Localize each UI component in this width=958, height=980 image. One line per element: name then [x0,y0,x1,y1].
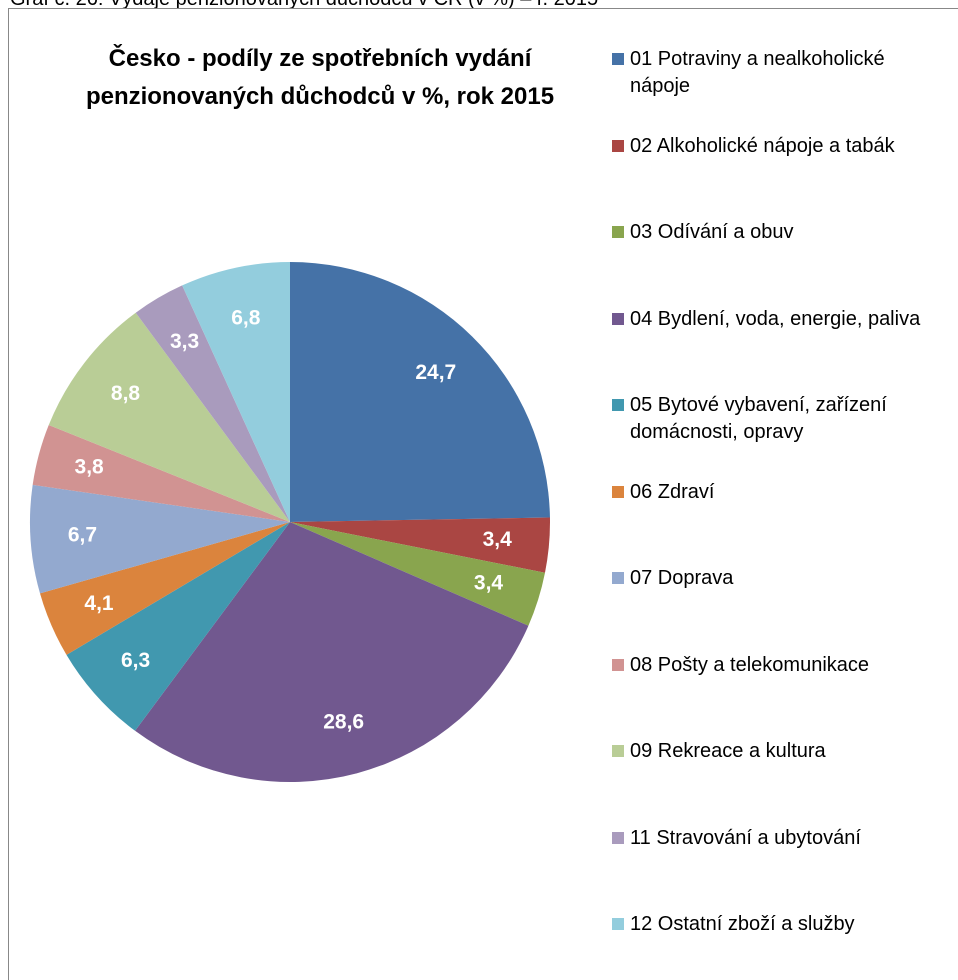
legend-label: 02 Alkoholické nápoje a tabák [630,134,895,157]
value-label: 3,3 [170,330,199,353]
value-label: 8,8 [111,382,141,405]
pie-slice [290,262,550,522]
legend-label: 08 Pošty a telekomunikace [630,653,870,676]
value-label: 3,4 [474,572,504,595]
pie-slice [182,262,290,522]
legend-entry: 09 Rekreace a kultura [612,738,947,765]
legend-swatch [612,53,624,65]
legend-entry: 04 Bydlení, voda, energie, paliva [612,306,947,333]
legend-swatch [612,658,624,671]
legend-swatch [612,485,624,498]
pie-slice [48,312,290,522]
value-label: 3,8 [75,456,105,479]
legend-entry: 07 Doprava [612,565,947,592]
legend-label: 05 Bytové vybavení, zařízení domácnosti,… [630,394,887,443]
legend-entry: 01 Potraviny a nealkoholické nápoje [612,46,947,100]
legend-label: 12 Ostatní zboží a služby [630,913,855,935]
pie-slice [29,484,290,594]
legend-entry: 12 Ostatní zboží a služby [612,911,947,938]
pie-slice [32,425,290,522]
value-label: 4,1 [84,592,114,615]
legend-label: 09 Rekreace a kultura [630,740,826,762]
legend-swatch [612,572,624,584]
value-label: 6,3 [121,649,150,672]
legend-entry: 03 Odívání a obuv [612,219,947,246]
legend-swatch [612,918,624,930]
legend-label: 07 Doprava [630,567,734,589]
legend-label: 04 Bydlení, voda, energie, paliva [630,307,921,330]
legend-swatch [612,226,624,238]
legend-swatch [612,399,624,411]
legend-swatch [612,831,624,844]
value-label: 3,4 [483,528,513,551]
pie-slice [290,522,545,626]
legend-label: 01 Potraviny a nealkoholické nápoje [630,48,885,97]
pie-slice [290,517,551,573]
pie-slice [66,522,291,731]
caption: Graf č. 26: Výdaje penzionovaných důchod… [10,0,598,11]
value-label: 6,7 [68,524,97,547]
legend-swatch [612,745,624,757]
value-label: 24,7 [415,361,456,384]
legend-entry: 11 Stravování a ubytování [612,825,947,852]
pie-slice [135,285,290,522]
legend-label: 03 Odívání a obuv [630,221,794,243]
legend-swatch [612,312,624,325]
pie-slice [135,522,529,782]
value-label: 28,6 [323,711,364,734]
legend-entry: 02 Alkoholické nápoje a tabák [612,133,947,160]
chart-frame [8,8,958,980]
pie-slice [40,522,291,655]
value-label: 6,8 [231,306,261,329]
legend-label: 06 Zdraví [630,480,715,503]
legend-label: 11 Stravování a ubytování [630,826,861,849]
chart-title: Česko - podíly ze spotřebních vydání pen… [85,45,555,110]
legend-swatch [612,139,624,152]
legend-entry: 06 Zdraví [612,479,947,506]
legend-entry: 08 Pošty a telekomunikace [612,652,947,679]
legend-entry: 05 Bytové vybavení, zařízení domácnosti,… [612,392,947,446]
